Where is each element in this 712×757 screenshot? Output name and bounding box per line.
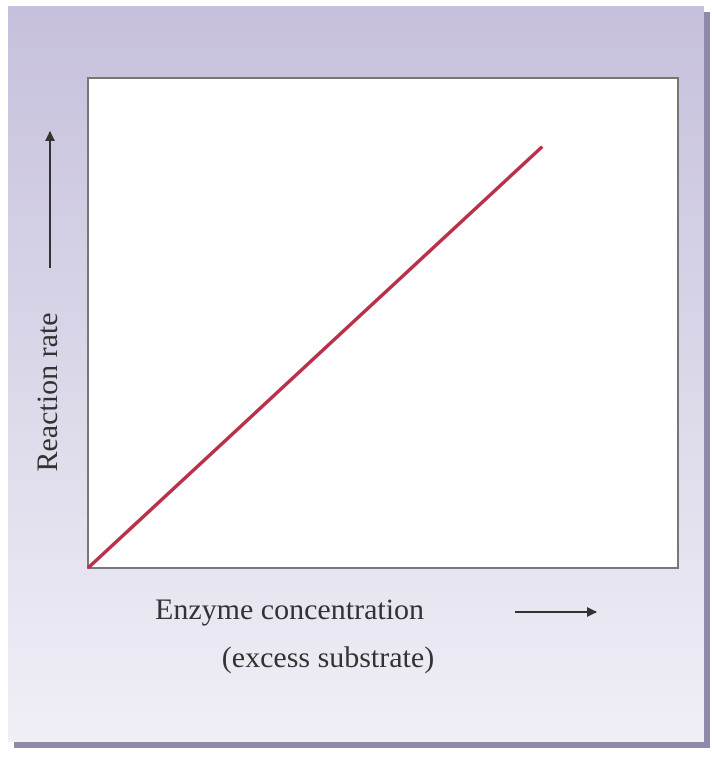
data-line (86, 145, 544, 570)
plot-area (87, 77, 679, 569)
y-axis-label: Reaction rate (31, 312, 64, 471)
x-axis-label: Enzyme concentration (155, 593, 424, 626)
x-axis-sublabel: (excess substrate) (222, 641, 434, 674)
